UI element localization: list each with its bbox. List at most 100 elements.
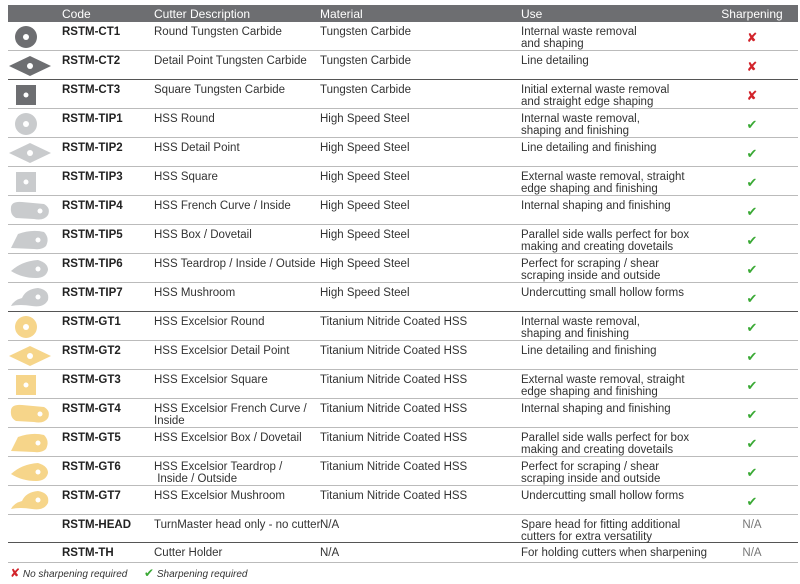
table-row: RSTM-GT2 HSS Excelsior Detail Point Titani…	[8, 341, 798, 370]
cutter-description: HSS Round	[154, 113, 215, 125]
cutter-code: RSTM-GT6	[62, 461, 121, 473]
header-material: Material	[320, 7, 363, 21]
cutter-material: High Speed Steel	[320, 171, 410, 183]
cutter-material: Titanium Nitride Coated HSS	[320, 432, 468, 444]
cutter-use: Internal shaping and finishing	[521, 403, 671, 415]
header-use: Use	[521, 7, 543, 21]
header-sharpening: Sharpening	[721, 7, 783, 21]
cutter-code: RSTM-TIP3	[62, 171, 123, 183]
square-cutter-icon	[16, 172, 36, 192]
cutter-code: RSTM-GT2	[62, 345, 121, 357]
cutter-code: RSTM-CT2	[62, 55, 121, 67]
legend: ✘ No sharpening required ✔ Sharpening re…	[10, 566, 248, 580]
square-cutter-icon	[16, 85, 36, 105]
table-row: RSTM-GT5 HSS Excelsior Box / Dovetail Tita…	[8, 428, 798, 457]
round-cutter-icon	[15, 316, 37, 338]
cutter-use: External waste removal, straight edge sh…	[521, 171, 685, 195]
dovetail-cutter-icon	[11, 433, 48, 453]
cutter-code: RSTM-HEAD	[62, 519, 131, 531]
cutter-code: RSTM-CT3	[62, 84, 121, 96]
cutter-description: HSS Teardrop / Inside / Outside	[154, 258, 316, 270]
cutter-use: Perfect for scraping / shear scraping in…	[521, 461, 661, 485]
detail-point-cutter-icon	[9, 56, 51, 76]
legend-no-sharpening: No sharpening required	[22, 569, 128, 580]
cutter-description: HSS French Curve / Inside	[154, 200, 291, 212]
cutter-code: RSTM-TIP4	[62, 200, 123, 212]
cutter-material: Tungsten Carbide	[320, 84, 411, 96]
cutter-use: Internal waste removal and shaping	[521, 26, 637, 50]
table-row: RSTM-GT3 HSS Excelsior Square Titanium Nit…	[8, 370, 798, 399]
cutter-use: Line detailing	[521, 55, 589, 67]
cutter-material: Tungsten Carbide	[320, 55, 411, 67]
check-icon: ✔	[746, 378, 758, 393]
header-description: Cutter Description	[154, 7, 251, 21]
round-cutter-icon	[15, 113, 37, 135]
cutter-use: Internal waste removal, shaping and fini…	[521, 113, 640, 137]
cutter-use: Initial external waste removal and strai…	[521, 84, 670, 108]
teardrop-cutter-icon	[11, 260, 48, 278]
cutter-code: RSTM-TIP6	[62, 258, 123, 270]
cutter-description: HSS Excelsior Mushroom	[154, 490, 286, 502]
table-row: RSTM-CT2 Detail Point Tungsten Carbide Tun…	[8, 51, 798, 80]
table-header: Code Cutter Description Material Use Sha…	[8, 5, 798, 22]
table-row: RSTM-HEAD TurnMaster head only - no cutte…	[8, 515, 798, 543]
cutter-material: High Speed Steel	[320, 113, 410, 125]
check-icon: ✔	[746, 320, 758, 335]
table-row: RSTM-TIP2 HSS Detail Point High Speed Stee…	[8, 138, 798, 167]
table-row: RSTM-TIP7 HSS Mushroom High Speed Steel Und…	[8, 283, 798, 312]
table-row: RSTM-TIP1 HSS Round High Speed Steel Intern…	[8, 109, 798, 138]
sharpening-value: N/A	[742, 519, 762, 531]
check-icon: ✔	[144, 566, 155, 580]
table-row: RSTM-TH Cutter Holder N/A For holding cutte…	[8, 543, 798, 563]
cutter-code: RSTM-GT1	[62, 316, 121, 328]
table-row: RSTM-CT3 Square Tungsten Carbide Tungsten …	[8, 80, 798, 109]
cutter-description: HSS Excelsior French Curve / Inside	[154, 403, 307, 427]
cutter-material: Titanium Nitride Coated HSS	[320, 461, 468, 473]
table-row: RSTM-TIP6 HSS Teardrop / Inside / Outside…	[8, 254, 798, 283]
cutter-material: N/A	[320, 519, 340, 531]
check-icon: ✔	[746, 494, 758, 509]
cross-icon: ✘	[10, 566, 21, 580]
cutter-description: Detail Point Tungsten Carbide	[154, 55, 307, 67]
table-row: RSTM-CT1 Round Tungsten Carbide Tungsten C…	[8, 22, 798, 51]
header-code: Code	[62, 7, 91, 21]
cutter-description: Round Tungsten Carbide	[154, 26, 282, 38]
check-icon: ✔	[746, 407, 758, 422]
table-row: RSTM-TIP4 HSS French Curve / Inside High S…	[8, 196, 798, 225]
table-row: RSTM-GT4 HSS Excelsior French Curve / Ins…	[8, 399, 798, 428]
cross-icon: ✘	[746, 59, 758, 74]
check-icon: ✔	[746, 146, 758, 161]
detail-point-cutter-icon	[9, 143, 51, 163]
cutter-description: Square Tungsten Carbide	[154, 84, 286, 96]
table-row: RSTM-GT6 HSS Excelsior Teardrop / Inside …	[8, 457, 798, 486]
table-row: RSTM-TIP3 HSS Square High Speed Steel Exter…	[8, 167, 798, 196]
dovetail-cutter-icon	[11, 230, 48, 250]
cutter-description: HSS Excelsior Round	[154, 316, 265, 328]
check-icon: ✔	[746, 436, 758, 451]
cutter-code: RSTM-GT5	[62, 432, 121, 444]
table-row: RSTM-GT1 HSS Excelsior Round Titanium Nitr…	[8, 312, 798, 341]
cutter-description: HSS Detail Point	[154, 142, 240, 154]
cutter-material: High Speed Steel	[320, 142, 410, 154]
cutter-code: RSTM-TIP2	[62, 142, 123, 154]
check-icon: ✔	[746, 204, 758, 219]
cutter-description: HSS Excelsior Box / Dovetail	[154, 432, 302, 444]
mushroom-cutter-icon	[11, 288, 49, 307]
check-icon: ✔	[746, 117, 758, 132]
check-icon: ✔	[746, 349, 758, 364]
cutter-code: RSTM-GT4	[62, 403, 121, 415]
cutter-code: RSTM-CT1	[62, 26, 121, 38]
cutter-description: HSS Box / Dovetail	[154, 229, 252, 241]
cutter-material: N/A	[320, 547, 340, 559]
check-icon: ✔	[746, 233, 758, 248]
cutter-material: Titanium Nitride Coated HSS	[320, 490, 468, 502]
cutter-use: Spare head for fitting additional cutter…	[521, 519, 681, 543]
cutter-material: High Speed Steel	[320, 258, 410, 270]
cutter-material: High Speed Steel	[320, 229, 410, 241]
check-icon: ✔	[746, 465, 758, 480]
cutter-use: Line detailing and finishing	[521, 345, 657, 357]
teardrop-cutter-icon	[11, 463, 48, 481]
cutter-material: Tungsten Carbide	[320, 26, 411, 38]
cutter-material: Titanium Nitride Coated HSS	[320, 374, 468, 386]
cutter-use: Undercutting small hollow forms	[521, 490, 684, 502]
